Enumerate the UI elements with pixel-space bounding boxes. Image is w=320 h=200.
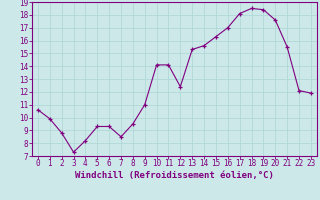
X-axis label: Windchill (Refroidissement éolien,°C): Windchill (Refroidissement éolien,°C) bbox=[75, 171, 274, 180]
